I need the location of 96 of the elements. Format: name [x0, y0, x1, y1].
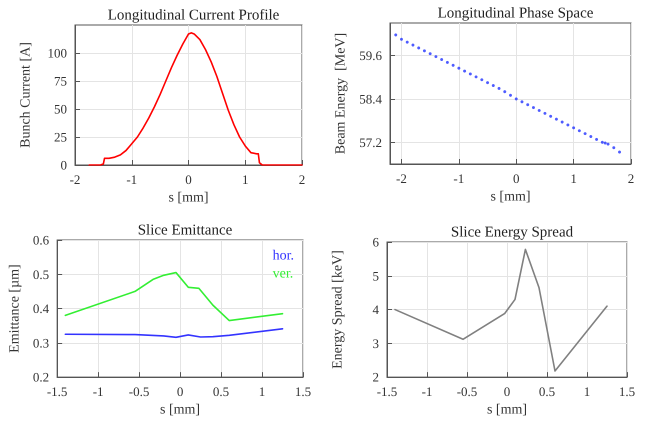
- y-tick-label: 6: [372, 234, 380, 250]
- y-tick-label: 57.2: [359, 134, 382, 150]
- x-axis-title: s [mm]: [160, 402, 200, 418]
- y-tick-label: 0: [60, 158, 67, 172]
- x-tick-label: -1.5: [46, 384, 68, 400]
- point: [394, 33, 398, 36]
- x-tick-label: 0.5: [212, 384, 230, 400]
- point: [498, 86, 501, 90]
- point: [509, 94, 512, 97]
- text: hor.: [272, 248, 294, 264]
- text: ver.: [272, 266, 294, 282]
- point: [400, 38, 403, 41]
- y-tick-label: 2: [372, 370, 379, 385]
- point: [543, 112, 546, 115]
- point: [618, 150, 622, 154]
- point: [411, 44, 414, 47]
- x-tick-label: -1: [422, 384, 432, 400]
- point: [452, 64, 455, 67]
- point: [595, 138, 598, 141]
- point: [600, 140, 604, 144]
- point: [584, 132, 587, 136]
- y-tick-label: 3: [372, 336, 379, 351]
- y-tick-label: 0.6: [32, 232, 50, 248]
- point: [457, 66, 460, 70]
- x-tick-label: 0: [176, 384, 184, 400]
- x-tick-label: 1: [570, 171, 577, 186]
- point: [589, 135, 592, 138]
- point: [474, 75, 478, 78]
- point: [554, 118, 558, 121]
- point: [486, 81, 490, 84]
- x-tick-label: -1.5: [376, 384, 398, 400]
- point: [612, 146, 616, 150]
- y-tick-label: 0.5: [32, 266, 50, 282]
- x-tick-label: -2: [70, 172, 80, 187]
- point: [468, 72, 472, 76]
- y-tick-label: 0.4: [32, 301, 50, 316]
- line-series: [394, 248, 608, 372]
- x-tick-label: 1.5: [294, 384, 312, 400]
- x-tick-label: -1: [92, 384, 104, 400]
- point: [480, 78, 484, 82]
- chart-title: Longitudinal Phase Space: [438, 6, 594, 22]
- x-axis-title: s [mm]: [486, 402, 528, 418]
- x-tick-label: -0.5: [456, 384, 478, 400]
- line-series: [64, 328, 284, 338]
- chart-title: Longitudinal Current Profile: [108, 8, 280, 24]
- x-tick-label: 2: [298, 172, 306, 187]
- point: [514, 97, 518, 100]
- y-tick-label: 58.4: [359, 91, 382, 106]
- x-tick-label: 0: [504, 384, 510, 400]
- y-axis-title: Energy Spread [keV]: [330, 250, 346, 369]
- point: [526, 103, 530, 106]
- point: [440, 58, 444, 62]
- point: [422, 49, 426, 52]
- x-axis-title: s [mm]: [168, 190, 209, 206]
- x-tick-label: -0.5: [128, 384, 150, 400]
- x-tick-label: 0.5: [538, 384, 556, 400]
- point: [572, 126, 576, 130]
- point: [434, 55, 438, 58]
- y-tick-label: 50: [54, 102, 67, 116]
- x-tick-label: -1: [453, 171, 464, 186]
- x-axis-title: s [mm]: [490, 189, 531, 204]
- line-series: [88, 32, 303, 166]
- point: [520, 100, 524, 104]
- point: [606, 142, 610, 146]
- x-tick-label: -1: [126, 172, 138, 187]
- x-tick-label: 0: [185, 172, 192, 187]
- x-tick-label: 1: [584, 384, 590, 400]
- x-tick-label: 1: [258, 384, 266, 400]
- y-tick-label: 59.6: [359, 48, 382, 64]
- y-tick-label: 5: [372, 268, 379, 284]
- point: [538, 108, 541, 112]
- x-tick-label: 1.5: [618, 384, 636, 400]
- point: [604, 142, 607, 145]
- x-tick-label: 1: [242, 172, 248, 187]
- chart-title: Slice Energy Spread: [450, 224, 574, 240]
- point: [406, 40, 409, 44]
- point: [446, 60, 449, 64]
- point: [492, 84, 495, 88]
- point: [560, 120, 564, 124]
- y-tick-label: 100: [48, 46, 67, 60]
- y-axis-title: Bunch Current [A]: [18, 42, 34, 148]
- y-tick-label: 0.3: [32, 335, 50, 350]
- x-tick-label: -2: [396, 171, 407, 186]
- x-tick-label: 2: [628, 171, 634, 186]
- y-axis-title: Emittance [µm]: [8, 264, 22, 353]
- y-tick-label: 25: [54, 130, 67, 144]
- point: [532, 106, 535, 110]
- y-tick-label: 75: [54, 74, 67, 88]
- x-tick-label: 0: [512, 171, 520, 186]
- y-tick-label: 0.2: [32, 370, 50, 385]
- chart-title: Slice Emittance: [138, 222, 233, 238]
- point: [417, 46, 420, 50]
- point: [566, 123, 570, 126]
- y-axis-title: Beam Energy [MeV]: [334, 32, 348, 154]
- point: [463, 70, 466, 73]
- y-tick-label: 4: [372, 302, 380, 318]
